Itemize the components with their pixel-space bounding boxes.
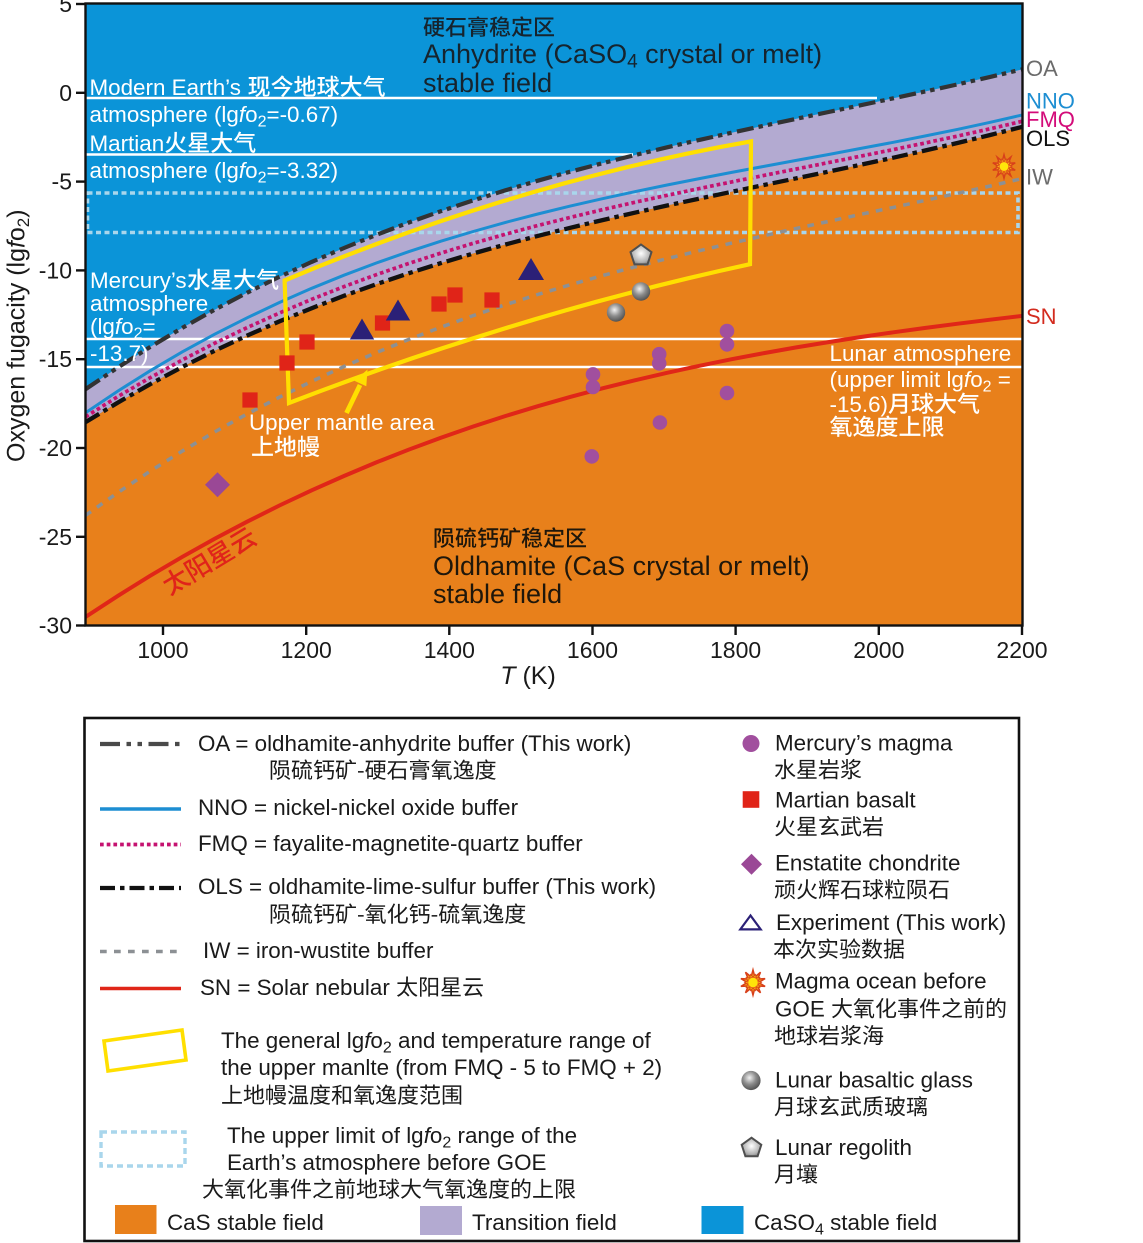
svg-text:-20: -20 xyxy=(39,435,72,461)
svg-text:Oxygen fugacity (lg: Oxygen fugacity (lg xyxy=(3,248,31,462)
svg-text:Martian basalt: Martian basalt xyxy=(775,788,916,813)
svg-text:-25: -25 xyxy=(39,524,72,550)
svg-text:range of the: range of the xyxy=(451,1123,577,1148)
svg-text:stable field: stable field xyxy=(433,579,562,609)
svg-text:OLS = oldhamite-lime-sulfur bu: OLS = oldhamite-lime-sulfur buffer (This… xyxy=(198,874,656,899)
svg-text:1000: 1000 xyxy=(137,637,188,663)
svg-text:f: f xyxy=(364,1028,373,1053)
svg-text:FMQ: FMQ xyxy=(1026,107,1075,132)
svg-text:f: f xyxy=(239,102,248,127)
svg-text:OA: OA xyxy=(1026,56,1058,81)
svg-text:crystal or melt): crystal or melt) xyxy=(638,39,823,69)
svg-text:NNO: NNO xyxy=(1026,89,1075,114)
svg-text:SN = Solar nebular: SN = Solar nebular xyxy=(200,975,396,1000)
svg-text:-15: -15 xyxy=(39,346,72,372)
svg-text:FMQ = fayalite-magnetite-quart: FMQ = fayalite-magnetite-quartz buffer xyxy=(198,831,583,856)
svg-text:Lunar regolith: Lunar regolith xyxy=(775,1135,912,1160)
svg-text:o: o xyxy=(430,1123,442,1148)
svg-text:stable field: stable field xyxy=(423,68,552,98)
svg-text:Experiment (This work): Experiment (This work) xyxy=(776,910,1006,935)
svg-text:Oldhamite (CaS crystal or melt: Oldhamite (CaS crystal or melt) xyxy=(433,551,810,581)
svg-text:Enstatite chondrite: Enstatite chondrite xyxy=(775,851,960,876)
svg-text:NNO = nickel-nickel oxide buff: NNO = nickel-nickel oxide buffer xyxy=(198,795,519,820)
svg-text:GOE: GOE xyxy=(775,997,831,1022)
svg-text:SN: SN xyxy=(1026,304,1057,329)
svg-text:2: 2 xyxy=(14,218,33,227)
svg-text:=: = xyxy=(992,367,1011,392)
svg-text:f: f xyxy=(3,238,31,248)
svg-text:-30: -30 xyxy=(39,613,72,639)
svg-text:(upper limit lg: (upper limit lg xyxy=(830,367,964,392)
svg-text:-5: -5 xyxy=(52,169,72,195)
svg-text:2: 2 xyxy=(983,379,992,396)
svg-text:4: 4 xyxy=(815,1222,824,1239)
svg-text:o: o xyxy=(3,227,31,241)
svg-text:2: 2 xyxy=(134,326,143,343)
svg-text:stable field: stable field xyxy=(824,1210,937,1235)
svg-text:(lg: (lg xyxy=(90,314,115,339)
svg-text:-10: -10 xyxy=(39,257,72,283)
svg-text:-13.7): -13.7) xyxy=(90,341,149,366)
svg-text:2: 2 xyxy=(442,1135,451,1152)
svg-text:-15.6): -15.6) xyxy=(830,392,889,417)
svg-text:1800: 1800 xyxy=(710,637,761,663)
svg-text:Mercury’s: Mercury’s xyxy=(90,268,187,293)
svg-text:T (K): T (K) xyxy=(500,662,556,690)
svg-text:5: 5 xyxy=(59,0,72,17)
svg-text:=-3.32): =-3.32) xyxy=(267,158,339,183)
svg-text:=: = xyxy=(143,314,156,339)
svg-text:f: f xyxy=(115,314,124,339)
svg-text:2000: 2000 xyxy=(853,637,904,663)
svg-text:Transition field: Transition field xyxy=(472,1210,617,1235)
svg-text:=-0.67): =-0.67) xyxy=(267,102,339,127)
svg-text:4: 4 xyxy=(627,52,638,73)
svg-text:IW = iron-wustite buffer: IW = iron-wustite buffer xyxy=(203,938,434,963)
svg-text:Upper mantle area: Upper mantle area xyxy=(249,410,435,435)
svg-text:o: o xyxy=(245,158,257,183)
svg-text:Lunar basaltic glass: Lunar basaltic glass xyxy=(775,1068,973,1093)
svg-text:Modern Earth’s: Modern Earth’s xyxy=(90,75,248,100)
svg-text:1200: 1200 xyxy=(281,637,332,663)
svg-text:Martian: Martian xyxy=(90,131,165,156)
svg-text:Mercury’s magma: Mercury’s magma xyxy=(775,731,953,756)
svg-text:): ) xyxy=(3,209,31,217)
svg-text:o: o xyxy=(245,102,257,127)
svg-text:Lunar atmosphere: Lunar atmosphere xyxy=(830,341,1012,366)
svg-text:atmosphere (lg: atmosphere (lg xyxy=(90,102,239,127)
svg-text:2: 2 xyxy=(258,114,267,131)
svg-text:CaS stable field: CaS stable field xyxy=(167,1210,324,1235)
svg-text:OA = oldhamite-anhydrite buffe: OA = oldhamite-anhydrite buffer (This wo… xyxy=(198,731,631,756)
svg-text:1400: 1400 xyxy=(424,637,475,663)
svg-text:f: f xyxy=(424,1123,433,1148)
svg-text:The upper limit of lg: The upper limit of lg xyxy=(227,1123,424,1148)
svg-text:2: 2 xyxy=(258,170,267,187)
svg-text:0: 0 xyxy=(59,80,72,106)
svg-text:CaSO: CaSO xyxy=(754,1210,815,1235)
svg-text:f: f xyxy=(239,158,248,183)
svg-text:f: f xyxy=(964,367,973,392)
svg-text:atmosphere: atmosphere xyxy=(90,291,208,316)
svg-text:2200: 2200 xyxy=(996,637,1047,663)
svg-text:o: o xyxy=(121,314,133,339)
svg-text:o: o xyxy=(370,1028,382,1053)
svg-text:1600: 1600 xyxy=(567,637,618,663)
svg-text:Earth’s atmosphere before GOE: Earth’s atmosphere before GOE xyxy=(227,1150,546,1175)
svg-text:the upper manlte (from FMQ - 5: the upper manlte (from FMQ - 5 to FMQ + … xyxy=(221,1055,662,1080)
svg-text:atmosphere (lg: atmosphere (lg xyxy=(90,158,239,183)
svg-text:Anhydrite (CaSO: Anhydrite (CaSO xyxy=(423,39,627,69)
svg-text:o: o xyxy=(970,367,982,392)
svg-text:2: 2 xyxy=(383,1040,392,1057)
svg-text:IW: IW xyxy=(1026,165,1053,190)
svg-text:and temperature range of: and temperature range of xyxy=(392,1028,652,1053)
svg-text:OLS: OLS xyxy=(1026,126,1070,151)
svg-text:Magma ocean before: Magma ocean before xyxy=(775,969,987,994)
svg-text:The general lg: The general lg xyxy=(221,1028,364,1053)
